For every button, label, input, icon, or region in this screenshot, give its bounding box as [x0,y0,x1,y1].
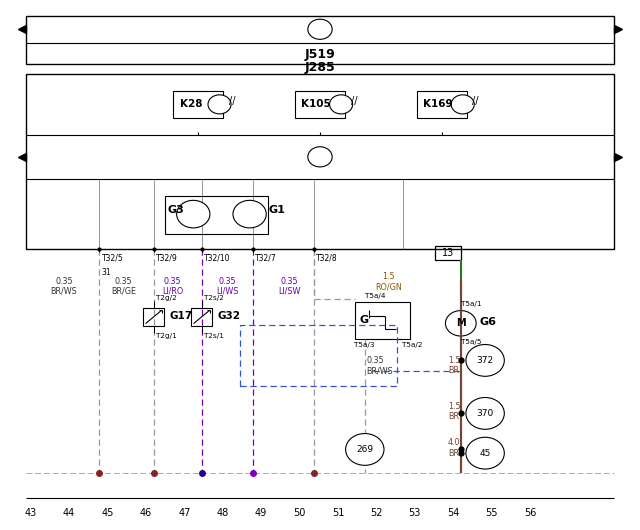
Text: J519: J519 [305,48,335,60]
Text: M: M [456,319,466,328]
Bar [417,91,467,118]
Text: K105: K105 [301,99,331,109]
Text: 269: 269 [356,445,373,454]
Text: 0.35
LI/RO: 0.35 LI/RO [162,277,184,296]
Bar [240,325,397,386]
Circle shape [445,311,476,336]
Text: 370: 370 [477,409,493,418]
Text: 54: 54 [447,508,460,518]
Circle shape [208,95,231,114]
Circle shape [451,95,474,114]
Text: 1.5
BR: 1.5 BR [448,356,461,375]
Text: G6: G6 [480,317,497,327]
Circle shape [466,344,504,376]
Text: T5a/2: T5a/2 [402,342,422,348]
Text: 0.35
LI/SW: 0.35 LI/SW [278,277,300,296]
Text: 52: 52 [370,508,383,518]
Text: 46: 46 [140,508,152,518]
Text: 44: 44 [63,508,76,518]
Text: 47: 47 [178,508,191,518]
Bar [355,302,410,339]
Circle shape [466,437,504,469]
Text: T5a/3: T5a/3 [354,342,374,348]
Text: //: // [229,96,236,106]
Text: J285: J285 [305,61,335,74]
Text: 0.35
BR/WS: 0.35 BR/WS [51,277,77,296]
Text: K169: K169 [423,99,452,109]
Text: 49: 49 [255,508,268,518]
Bar [295,91,345,118]
Text: T32/8: T32/8 [316,253,338,262]
Text: T32/7: T32/7 [255,253,277,262]
Bar [165,196,268,234]
Circle shape [308,19,332,39]
Bar [173,91,223,118]
Circle shape [330,95,353,114]
Text: 55: 55 [485,508,498,518]
Text: 13: 13 [442,248,454,258]
Circle shape [177,200,210,228]
Bar [26,16,614,64]
Text: T5a/4: T5a/4 [365,293,385,299]
Text: T2s/2: T2s/2 [204,295,223,301]
Text: G1: G1 [269,205,285,215]
Text: 372: 372 [477,356,493,365]
Circle shape [308,147,332,167]
Text: 45: 45 [479,449,491,457]
Bar [143,308,164,325]
Text: 0.35
LI/WS: 0.35 LI/WS [216,277,238,296]
Text: 1.5
RO/GN: 1.5 RO/GN [375,272,402,292]
Text: 0.35
BR/GE: 0.35 BR/GE [111,277,136,296]
Text: G32: G32 [218,311,241,321]
Bar [435,246,461,260]
Text: 51: 51 [332,508,344,518]
Text: 50: 50 [293,508,306,518]
Text: 45: 45 [101,508,114,518]
Text: T2s/1: T2s/1 [204,333,223,339]
Text: 0.35
BR/WS: 0.35 BR/WS [366,356,393,375]
Text: 48: 48 [216,508,229,518]
Text: //: // [351,96,357,106]
Text: G3: G3 [168,205,184,215]
Text: G: G [359,315,368,324]
Circle shape [466,398,504,429]
Text: T5a/5: T5a/5 [461,339,482,345]
Text: K28: K28 [180,99,202,109]
Text: 56: 56 [524,508,536,518]
Bar [26,74,614,249]
Circle shape [233,200,266,228]
Text: G17: G17 [170,311,193,321]
Text: T2g/2: T2g/2 [156,295,176,301]
Text: 1.5
BR: 1.5 BR [448,402,461,421]
Text: 4.0
BR: 4.0 BR [448,438,461,457]
Text: 53: 53 [408,508,421,518]
Text: T32/5: T32/5 [102,253,124,262]
Text: T32/9: T32/9 [156,253,178,262]
Text: T2g/1: T2g/1 [156,333,176,339]
Text: T32/10: T32/10 [204,253,230,262]
Bar [191,308,212,325]
Text: 43: 43 [24,508,37,518]
Text: //: // [472,96,479,106]
Circle shape [346,434,384,465]
Text: 31: 31 [102,268,111,277]
Text: T5a/1: T5a/1 [461,302,482,307]
